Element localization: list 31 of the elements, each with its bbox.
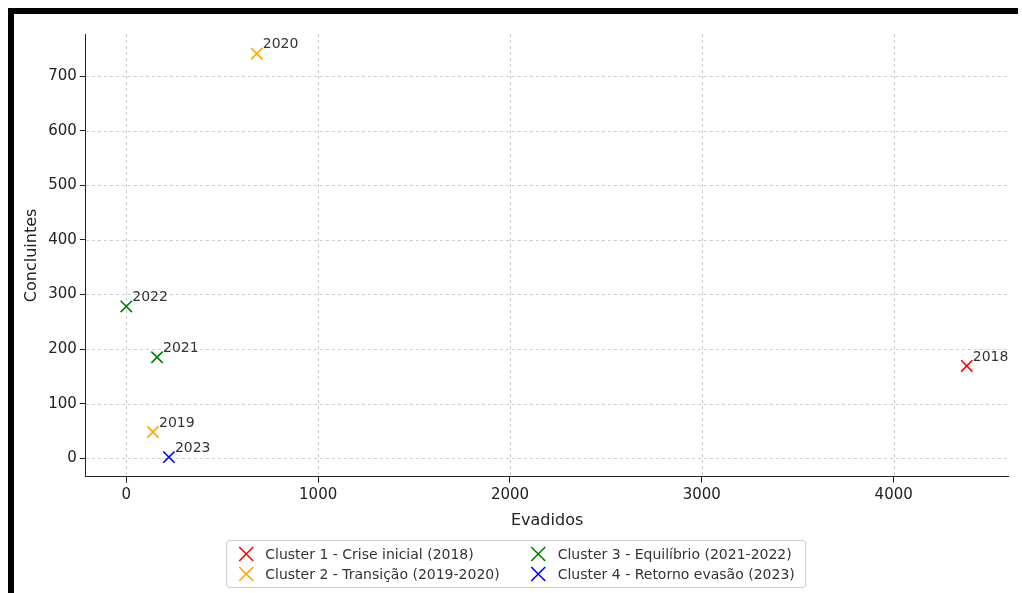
legend-label: Cluster 4 - Retorno evasão (2023) [557, 566, 795, 582]
point [150, 350, 164, 364]
y-axis-title: Concluintes [20, 208, 40, 303]
point [146, 425, 160, 439]
legend-label: Cluster 2 - Transição (2019-2020) [265, 566, 500, 582]
x-tick-label: 0 [121, 484, 132, 503]
point [250, 47, 264, 61]
y-tick-label: 400 [48, 229, 77, 248]
annotation: 2021 [163, 338, 199, 355]
annotation: 2022 [132, 288, 168, 305]
y-tick-label: 0 [67, 448, 77, 467]
annotation: 2023 [174, 438, 211, 455]
x-tick-label: 1000 [299, 484, 338, 503]
x-tick-label: 4000 [874, 484, 913, 503]
x-tick-label: 3000 [682, 484, 721, 503]
point [119, 299, 133, 313]
annotation: 2018 [972, 347, 1009, 364]
point [162, 450, 176, 464]
annotation: 2019 [158, 413, 195, 430]
y-tick-label: 500 [48, 175, 77, 194]
y-tick-label: 300 [48, 284, 77, 303]
y-tick-label: 700 [48, 65, 77, 84]
y-tick-label: 600 [48, 120, 77, 139]
point [960, 359, 974, 373]
legend-label: Cluster 1 - Crise inicial (2018) [265, 546, 474, 562]
x-tick-label: 2000 [490, 484, 530, 503]
annotation: 2020 [262, 35, 299, 52]
legend-label: Cluster 3 - Equilíbrio (2021-2022) [557, 546, 792, 562]
y-tick-label: 100 [48, 393, 77, 412]
y-tick-label: 200 [48, 338, 77, 357]
x-axis-title: Evadidos [510, 509, 584, 529]
